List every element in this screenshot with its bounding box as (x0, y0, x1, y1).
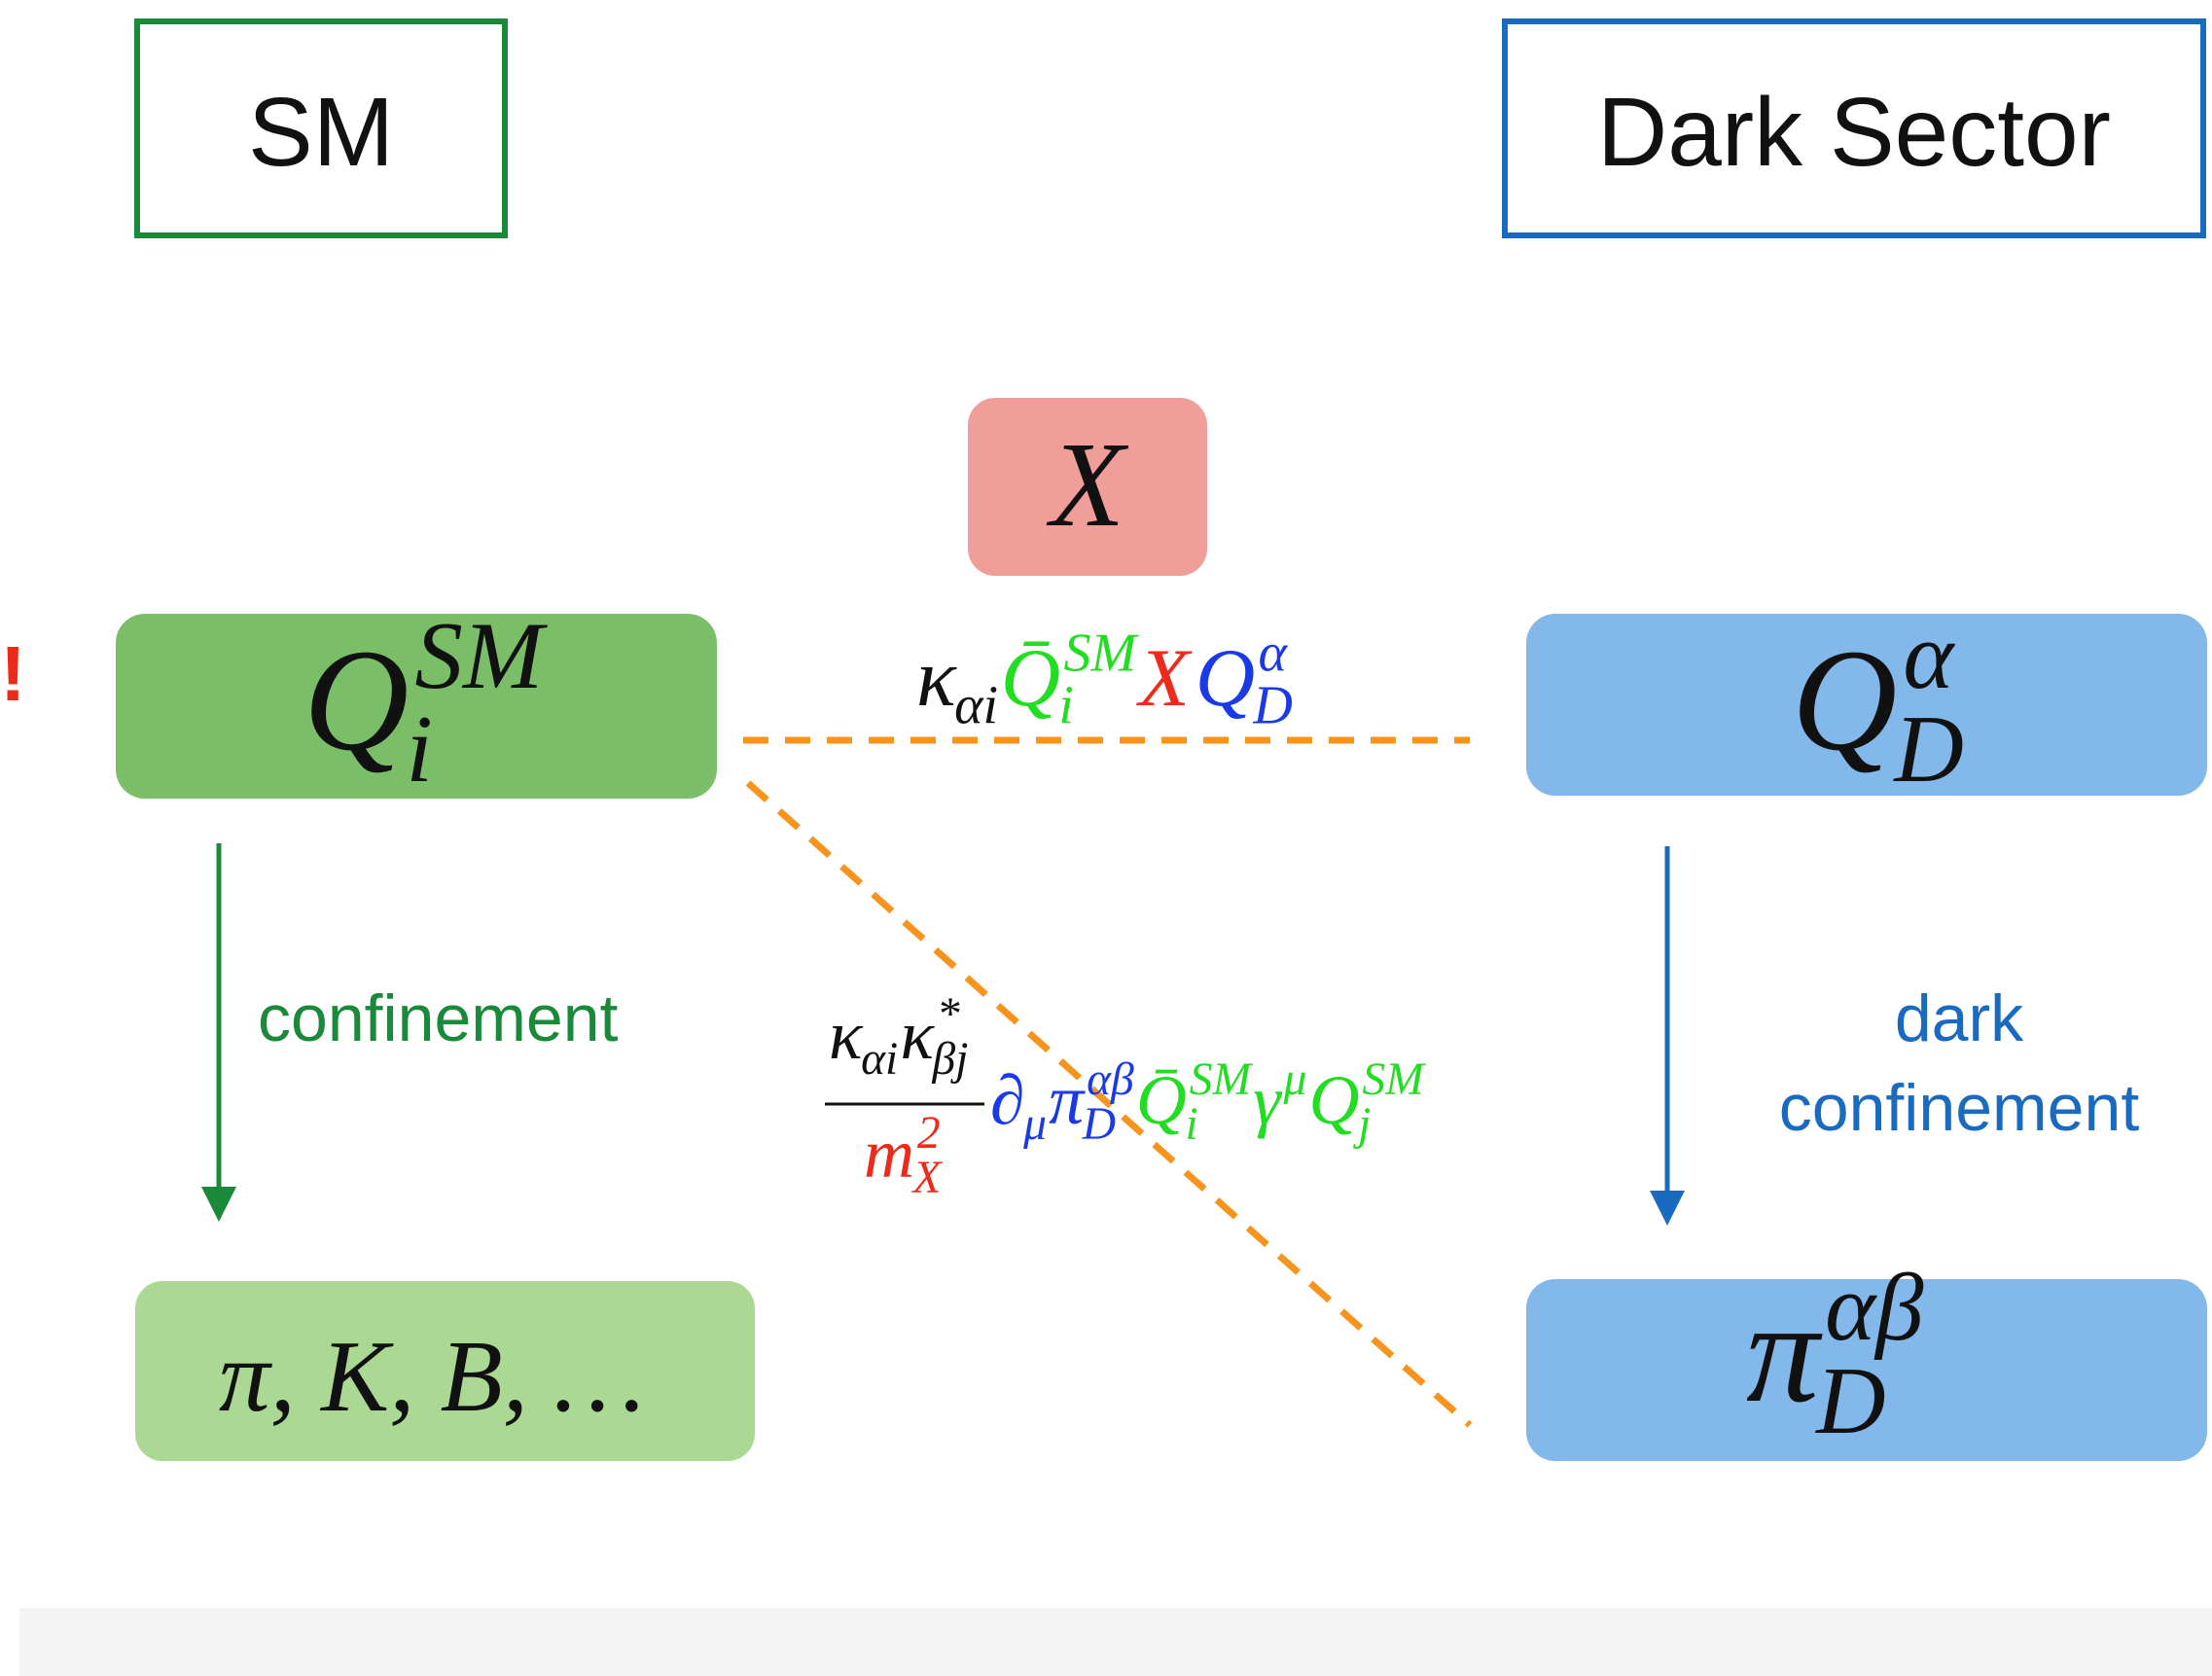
dark-arrow-label: confinement (1779, 1071, 2140, 1145)
math-subscript: αi (954, 676, 998, 736)
math-superscript: αβ (1087, 1054, 1134, 1105)
math-superscript: μ (1283, 1054, 1307, 1105)
dark-pion-box (1526, 1279, 2207, 1461)
math-symbol: κ (900, 996, 935, 1074)
math-symbol: Q (1309, 1061, 1360, 1139)
math-symbol: X (1136, 632, 1193, 724)
math-superscript: α (1258, 623, 1288, 683)
dark-quark-box (1526, 614, 2207, 796)
sm-label: SM (248, 78, 394, 187)
math-subscript: μ (1022, 1099, 1047, 1150)
math-subscript: i (1058, 676, 1074, 736)
dark-arrow-label: dark (1895, 981, 2024, 1055)
math-superscript: SM (414, 603, 549, 709)
sm-arrow-label: confinement (258, 981, 619, 1055)
mediator-box (968, 398, 1207, 576)
math-superscript: α (1903, 603, 1955, 709)
math-superscript: αβ (1825, 1255, 1924, 1361)
math-symbol: π (1746, 1271, 1823, 1433)
sm-quark-box (116, 614, 717, 799)
math-subscript: D (1892, 696, 1964, 802)
sm-box (134, 18, 508, 238)
math-subscript: D (1814, 1348, 1886, 1454)
dark-box (1502, 18, 2206, 238)
math-symbol: γ (1253, 1061, 1282, 1139)
math-symbol: π (1049, 1061, 1086, 1139)
math-symbol: ∂ (990, 1061, 1025, 1139)
dark-arrow-head (1650, 1191, 1685, 1226)
exclaim: ! (0, 630, 26, 717)
bottom-band (19, 1608, 2212, 1676)
mediator: X (1046, 418, 1129, 553)
math-symbol: Q (303, 620, 409, 781)
math-subscript: D (1082, 1099, 1116, 1150)
math-subscript: X (911, 1153, 944, 1203)
math-symbol: κ (916, 632, 957, 724)
math-superscript: * (937, 989, 960, 1040)
dark-label: Dark Sector (1597, 78, 2111, 187)
sm-arrow-head (201, 1187, 236, 1222)
math-superscript: SM (1063, 623, 1139, 683)
math-symbol: κ (829, 996, 864, 1074)
math-superscript: SM (1190, 1054, 1254, 1105)
math-symbol: m (864, 1115, 914, 1193)
math-symbol: Q̄ (1001, 632, 1060, 724)
math-subscript: D (1252, 676, 1293, 736)
math-subscript: βj (932, 1034, 969, 1085)
sm-hadrons: π, K, B, … (219, 1319, 645, 1433)
math-subscript: i (406, 696, 433, 802)
math-subscript: αi (861, 1034, 898, 1085)
math-symbol: Q (1195, 632, 1255, 724)
sm-hadron-box (135, 1281, 755, 1461)
math-superscript: SM (1362, 1054, 1426, 1105)
math-symbol: Q̄ (1136, 1061, 1187, 1139)
math-superscript: 2 (917, 1108, 941, 1159)
math-subscript: i (1185, 1099, 1197, 1150)
operator-line (745, 780, 1473, 1428)
math-symbol: Q (1792, 620, 1897, 781)
